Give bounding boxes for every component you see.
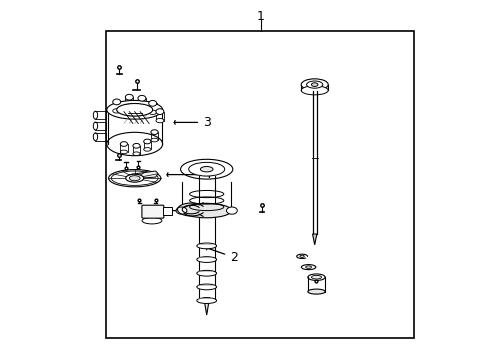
Ellipse shape — [133, 152, 140, 156]
Ellipse shape — [93, 133, 98, 141]
Ellipse shape — [301, 79, 327, 90]
Text: 2: 2 — [206, 246, 238, 264]
Ellipse shape — [113, 99, 121, 105]
Ellipse shape — [311, 83, 317, 86]
Ellipse shape — [305, 266, 311, 269]
Ellipse shape — [301, 86, 327, 95]
Ellipse shape — [299, 255, 304, 257]
Ellipse shape — [93, 122, 98, 130]
Ellipse shape — [120, 150, 127, 154]
Ellipse shape — [129, 176, 140, 181]
Ellipse shape — [176, 207, 186, 214]
Ellipse shape — [106, 100, 163, 119]
Polygon shape — [203, 298, 209, 315]
Ellipse shape — [196, 270, 216, 276]
Ellipse shape — [113, 109, 121, 113]
Ellipse shape — [148, 100, 156, 106]
Ellipse shape — [151, 138, 158, 142]
Ellipse shape — [311, 275, 321, 279]
Ellipse shape — [307, 289, 325, 294]
Ellipse shape — [106, 132, 163, 156]
Ellipse shape — [296, 254, 307, 258]
Ellipse shape — [143, 148, 151, 151]
Ellipse shape — [125, 104, 133, 108]
Ellipse shape — [125, 94, 133, 100]
Polygon shape — [177, 203, 203, 216]
Ellipse shape — [301, 265, 315, 270]
Text: 4: 4 — [166, 168, 210, 181]
Polygon shape — [312, 234, 316, 245]
Ellipse shape — [125, 174, 143, 182]
Ellipse shape — [196, 284, 216, 290]
Ellipse shape — [156, 109, 163, 114]
Text: 5: 5 — [170, 204, 211, 217]
Ellipse shape — [307, 274, 325, 280]
Ellipse shape — [148, 110, 156, 114]
FancyBboxPatch shape — [142, 205, 163, 218]
Ellipse shape — [138, 95, 145, 101]
Ellipse shape — [306, 81, 322, 88]
Ellipse shape — [196, 243, 216, 249]
Ellipse shape — [156, 118, 163, 123]
Ellipse shape — [196, 257, 216, 262]
Ellipse shape — [111, 171, 158, 185]
Text: 1: 1 — [256, 10, 264, 23]
Ellipse shape — [226, 207, 237, 214]
Ellipse shape — [133, 144, 140, 148]
Ellipse shape — [142, 217, 162, 224]
Ellipse shape — [93, 111, 98, 119]
Ellipse shape — [180, 159, 232, 179]
Text: 3: 3 — [174, 116, 210, 129]
Ellipse shape — [200, 166, 213, 172]
Ellipse shape — [138, 105, 145, 109]
Ellipse shape — [151, 130, 158, 135]
Bar — [106, 31, 413, 338]
Bar — [163, 207, 171, 215]
Ellipse shape — [117, 104, 152, 116]
Ellipse shape — [196, 298, 216, 303]
Ellipse shape — [188, 162, 224, 176]
Ellipse shape — [120, 142, 127, 147]
Polygon shape — [129, 171, 158, 179]
Ellipse shape — [108, 170, 161, 187]
Ellipse shape — [143, 139, 151, 144]
Ellipse shape — [182, 203, 231, 218]
